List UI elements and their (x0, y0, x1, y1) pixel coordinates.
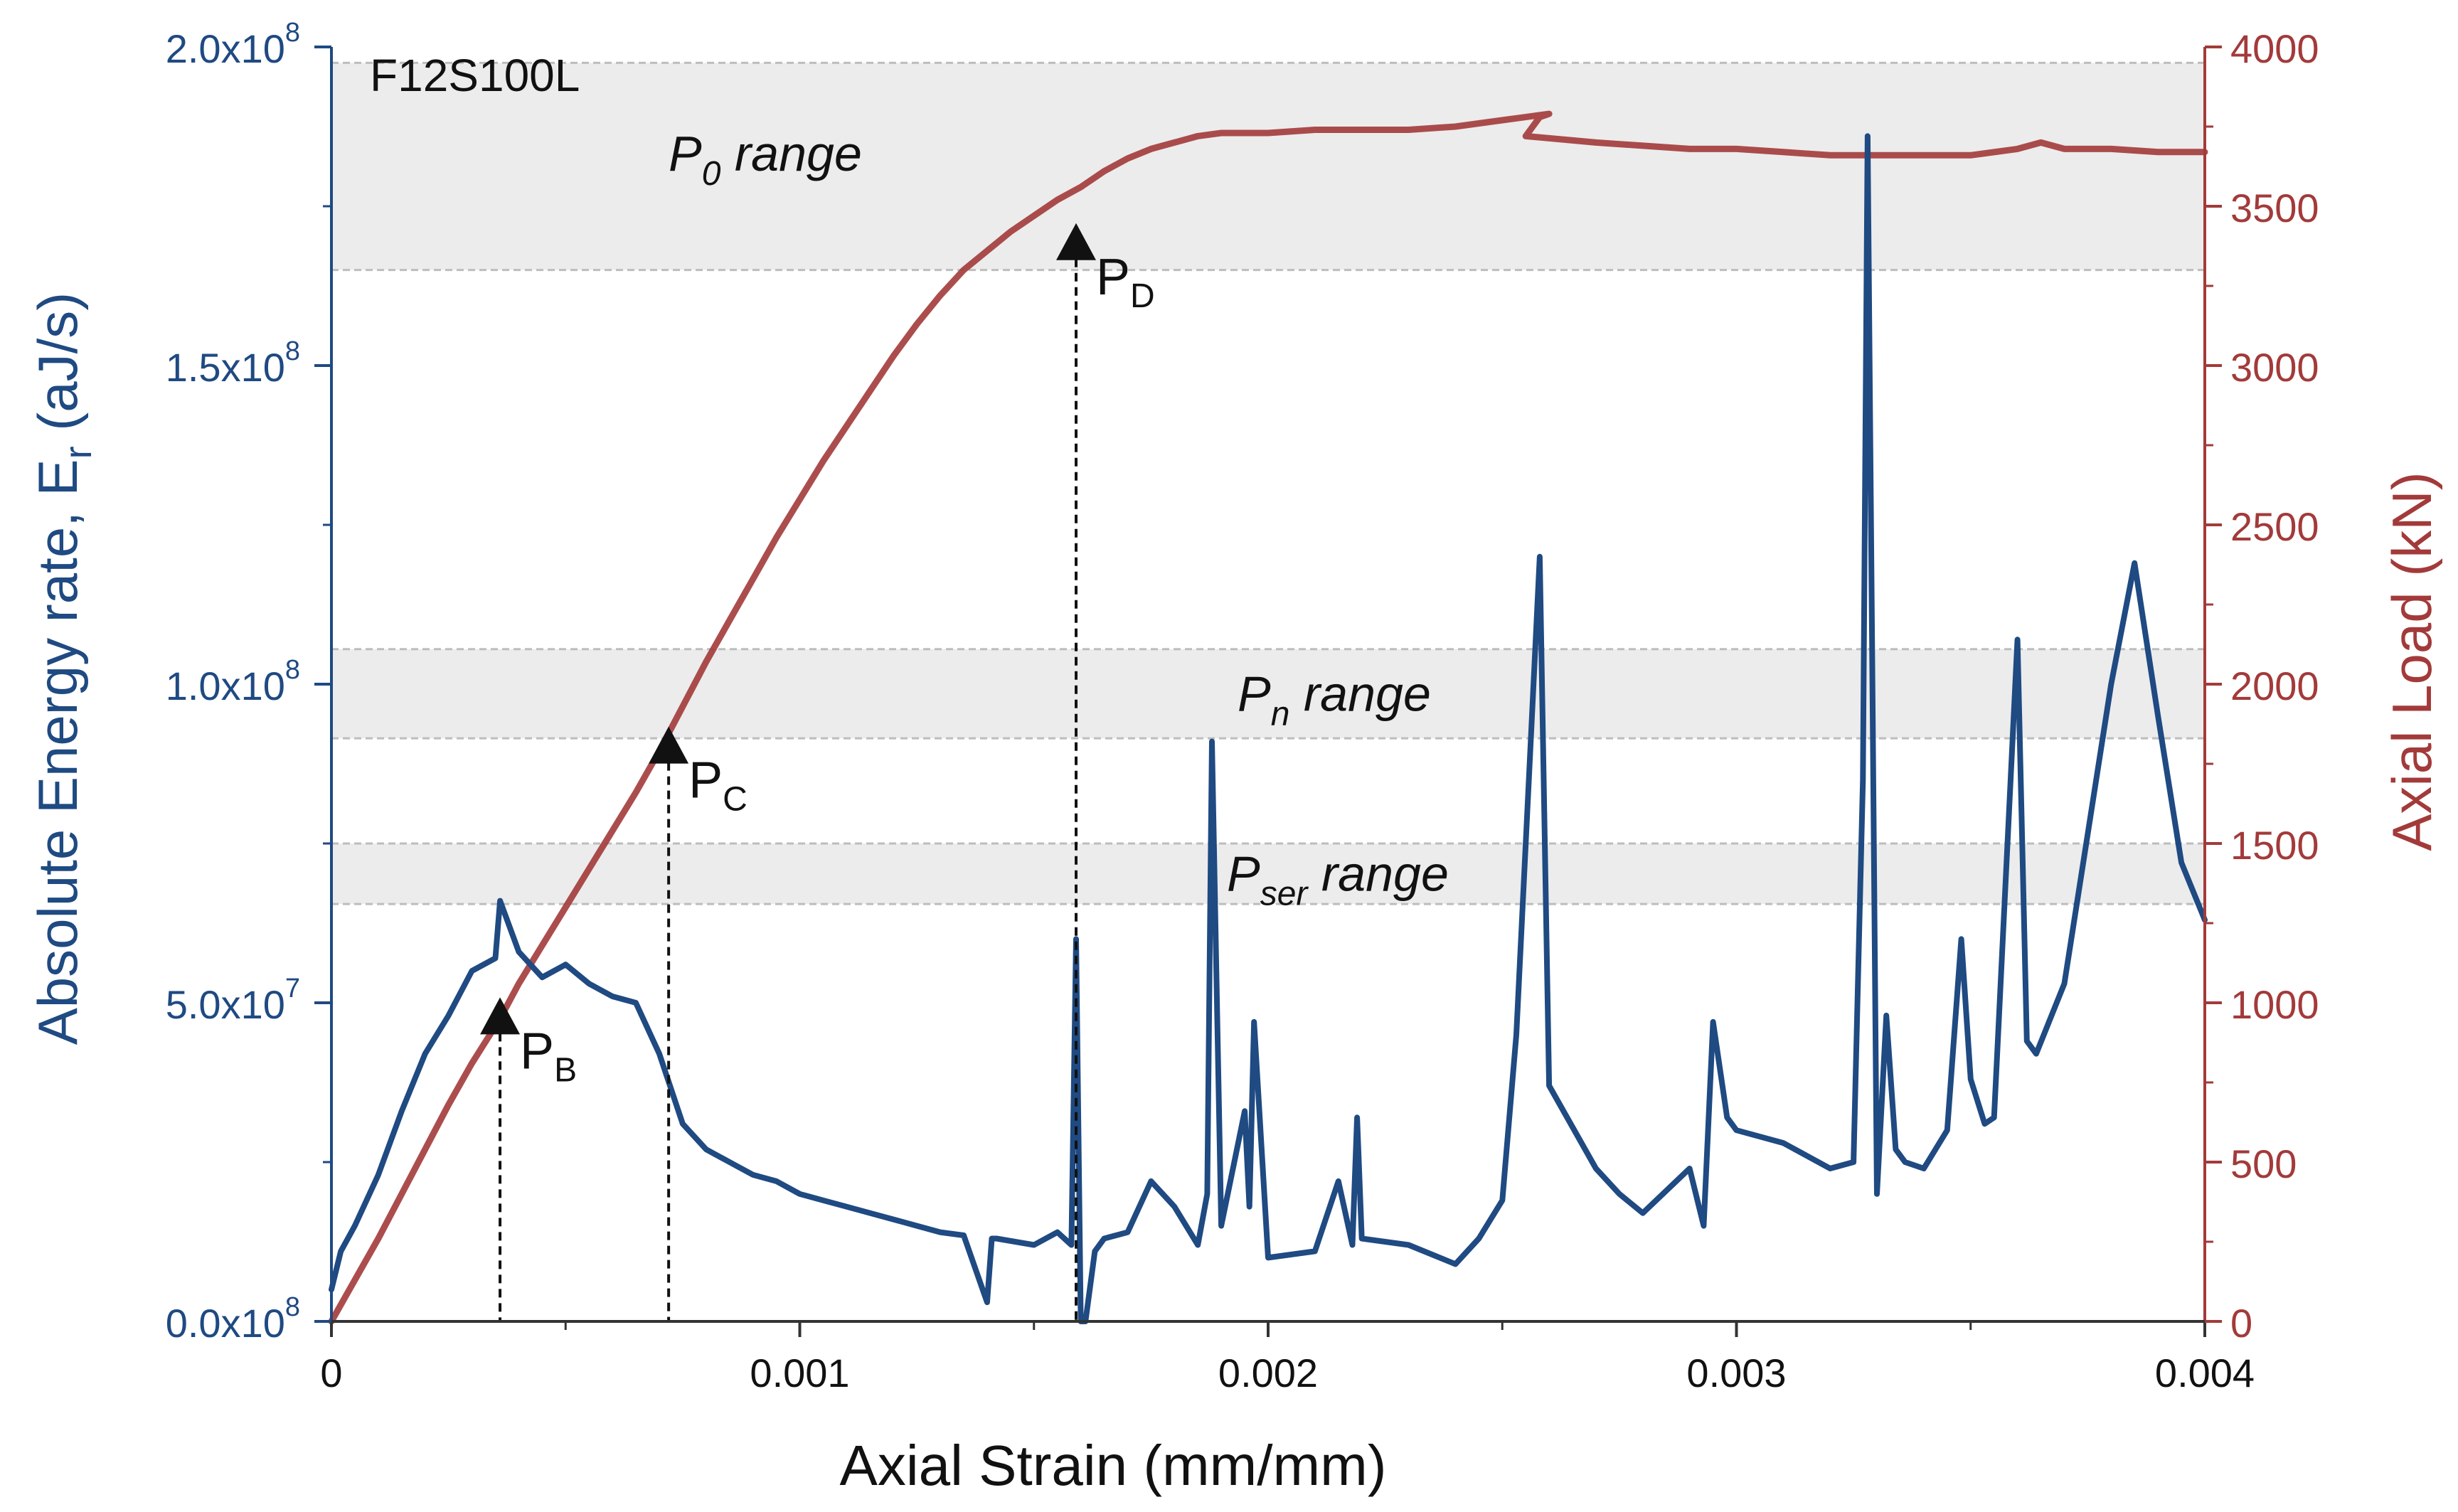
marker-label-symbol: P (688, 752, 723, 809)
x-tick-label: 0.004 (2155, 1351, 2255, 1395)
y-left-tick-label: 5.0x107 (166, 974, 300, 1027)
y-left-tick-base: 1.0x10 (166, 664, 285, 708)
x-tick-label: 0.002 (1218, 1351, 1318, 1395)
y-right-tick-label: 0 (2230, 1301, 2252, 1346)
marker-triangle-B (480, 997, 521, 1035)
marker-label-D: PD (1096, 249, 1155, 315)
y-right-tick-label: 2500 (2230, 504, 2319, 549)
y-left-tick-base: 5.0x10 (166, 982, 285, 1027)
range-label-symbol: P (1238, 666, 1271, 721)
energy-rate-line (329, 133, 2208, 1324)
y-left-tick-exponent: 7 (285, 974, 300, 1003)
marker-label-B: PB (520, 1023, 577, 1089)
range-band-Pser (331, 843, 2205, 905)
range-label-subscript: n (1271, 695, 1290, 733)
y-left-tick-base: 1.5x10 (166, 345, 285, 390)
range-label-Pser: Pser range (1227, 846, 1449, 913)
y-left-tick-label: 0.0x108 (166, 1292, 300, 1346)
y-right-tick-label: 4000 (2230, 26, 2319, 71)
y-left-tick-exponent: 8 (285, 336, 300, 366)
plot-area (328, 110, 2208, 1325)
y-right-tick-label: 500 (2230, 1141, 2297, 1186)
range-label-symbol: P (669, 126, 702, 181)
range-label-Pn: Pn range (1238, 666, 1431, 733)
marker-label-subscript: D (1130, 277, 1155, 315)
y-left-tick-label: 1.0x108 (166, 655, 300, 708)
marker-label-symbol: P (1096, 249, 1130, 306)
marker-triangle-C (649, 726, 689, 764)
y-right-tick-label: 3500 (2230, 186, 2319, 230)
range-label-subscript: ser (1260, 875, 1309, 913)
range-label-P0: P0 range (669, 126, 862, 193)
y-left-tick-exponent: 8 (285, 655, 300, 685)
y-right-tick-label: 3000 (2230, 345, 2319, 390)
range-band-Pn (331, 649, 2205, 739)
range-label-symbol: P (1227, 846, 1260, 902)
y-right-axis-title: Axial Load (kN) (2380, 472, 2443, 851)
y-left-tick-label: 2.0x108 (166, 18, 300, 71)
y-left-tick-exponent: 8 (285, 1292, 300, 1322)
range-label-text: range (1307, 846, 1448, 902)
y-right-tick-label: 2000 (2230, 664, 2319, 708)
x-axis-title: Axial Strain (mm/mm) (840, 1434, 1387, 1497)
x-tick-label: 0.001 (750, 1351, 849, 1395)
axes: 0 0.001 0.002 0.003 0.0040.0x1085.0x1071.0x1… (166, 18, 2319, 1395)
range-label-text: range (1289, 666, 1430, 721)
y-right-tick-label: 1500 (2230, 823, 2319, 868)
y-right-tick-label: 1000 (2230, 982, 2319, 1027)
x-tick-label: 0.003 (1686, 1351, 1786, 1395)
range-label-text: range (720, 126, 861, 181)
axial-load-line (328, 110, 2208, 1325)
marker-label-subscript: B (554, 1051, 577, 1089)
range-label-subscript: 0 (702, 155, 721, 193)
y-left-tick-base: 0.0x10 (166, 1301, 285, 1346)
specimen-label: F12S100L (370, 50, 580, 101)
marker-triangle-D (1056, 223, 1097, 260)
marker-label-subscript: C (723, 781, 747, 819)
y-left-tick-base: 2.0x10 (166, 26, 285, 71)
range-band-P0 (331, 63, 2205, 270)
x-tick-label: 0 (320, 1351, 342, 1395)
y-left-tick-label: 1.5x108 (166, 336, 300, 390)
y-left-tick-exponent: 8 (285, 18, 300, 48)
y-left-axis-title: Absolute Energy rate, Er (aJ/s) (26, 292, 100, 1045)
marker-label-symbol: P (520, 1023, 554, 1080)
marker-label-C: PC (688, 752, 747, 819)
